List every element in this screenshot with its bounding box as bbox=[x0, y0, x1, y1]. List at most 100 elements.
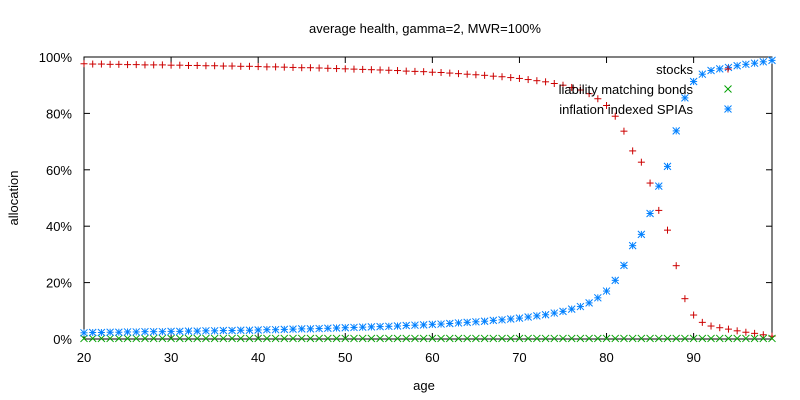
x-tick-label: 30 bbox=[164, 350, 178, 365]
data-point bbox=[733, 327, 741, 335]
data-point bbox=[576, 302, 585, 311]
data-point bbox=[385, 66, 393, 74]
data-point bbox=[498, 315, 506, 324]
data-point bbox=[742, 328, 750, 336]
data-point bbox=[80, 60, 88, 68]
data-point bbox=[567, 334, 576, 343]
data-point bbox=[750, 59, 759, 68]
data-point bbox=[141, 61, 149, 69]
data-point bbox=[376, 334, 384, 343]
data-point bbox=[219, 334, 228, 343]
data-point bbox=[306, 64, 314, 72]
data-point bbox=[751, 329, 759, 337]
data-point bbox=[480, 317, 489, 326]
data-point bbox=[541, 334, 550, 343]
legend-marker bbox=[724, 85, 732, 93]
y-tick-label: 60% bbox=[46, 163, 72, 178]
data-point bbox=[620, 261, 628, 270]
data-point bbox=[524, 313, 533, 321]
data-point bbox=[202, 62, 210, 70]
data-point bbox=[567, 305, 576, 313]
data-point bbox=[97, 334, 106, 343]
data-point bbox=[724, 325, 732, 333]
data-point bbox=[297, 334, 306, 343]
legend-label: inflation indexed SPIAs bbox=[559, 102, 693, 117]
data-point bbox=[315, 334, 323, 343]
data-point bbox=[454, 334, 463, 343]
data-point bbox=[175, 327, 184, 336]
data-point bbox=[637, 230, 646, 239]
data-point bbox=[446, 69, 454, 77]
data-point bbox=[332, 334, 341, 343]
data-point bbox=[733, 61, 742, 70]
data-point bbox=[245, 62, 253, 70]
data-point bbox=[210, 326, 219, 335]
data-point bbox=[280, 334, 289, 343]
data-point bbox=[724, 334, 733, 343]
data-point bbox=[515, 314, 524, 322]
data-point bbox=[428, 334, 437, 343]
data-point bbox=[602, 287, 611, 295]
data-point bbox=[637, 334, 646, 343]
x-tick-label: 40 bbox=[251, 350, 265, 365]
data-point bbox=[481, 71, 489, 79]
data-point bbox=[341, 323, 350, 332]
data-point bbox=[550, 334, 559, 343]
data-point bbox=[480, 334, 489, 343]
data-point bbox=[524, 334, 533, 343]
data-point bbox=[123, 328, 132, 336]
data-point bbox=[350, 65, 358, 73]
data-point bbox=[672, 334, 681, 343]
data-point bbox=[402, 67, 410, 75]
data-point bbox=[733, 334, 742, 343]
data-point bbox=[585, 299, 593, 307]
data-point bbox=[550, 309, 559, 317]
series-1 bbox=[80, 334, 776, 343]
data-point bbox=[594, 95, 602, 103]
data-point bbox=[646, 334, 654, 343]
data-point bbox=[663, 226, 671, 234]
x-axis: 20 30 40 50 60 70 80 90 bbox=[77, 57, 701, 365]
data-point bbox=[472, 334, 480, 343]
data-point bbox=[280, 63, 288, 71]
data-point bbox=[472, 317, 480, 326]
data-point bbox=[437, 69, 445, 77]
data-point bbox=[463, 334, 472, 343]
data-point bbox=[185, 61, 193, 69]
data-point bbox=[263, 325, 271, 334]
data-point bbox=[768, 334, 776, 343]
data-point bbox=[254, 326, 263, 334]
data-point bbox=[167, 61, 175, 69]
data-point bbox=[280, 325, 289, 334]
data-point bbox=[324, 64, 332, 72]
data-point bbox=[646, 179, 654, 187]
data-point bbox=[489, 72, 497, 80]
data-point bbox=[533, 334, 541, 343]
data-point bbox=[593, 293, 602, 302]
data-point bbox=[245, 334, 254, 343]
data-point bbox=[515, 334, 524, 343]
data-point bbox=[289, 63, 297, 71]
data-point bbox=[437, 334, 445, 343]
data-point bbox=[689, 334, 698, 343]
data-point bbox=[628, 241, 637, 250]
data-point bbox=[533, 312, 541, 320]
x-axis-label: age bbox=[413, 378, 435, 393]
data-point bbox=[323, 324, 332, 333]
series-2 bbox=[80, 56, 776, 337]
y-tick-label: 80% bbox=[46, 106, 72, 121]
data-point bbox=[384, 334, 393, 343]
data-point bbox=[628, 334, 637, 343]
data-point bbox=[419, 321, 428, 329]
data-point bbox=[559, 307, 567, 316]
data-point bbox=[742, 60, 750, 69]
data-point bbox=[428, 320, 437, 329]
data-point bbox=[611, 276, 620, 285]
data-point bbox=[411, 67, 419, 75]
data-point bbox=[489, 334, 498, 343]
data-point bbox=[158, 61, 166, 69]
data-point bbox=[341, 334, 350, 343]
data-point bbox=[384, 322, 393, 331]
data-point bbox=[472, 71, 480, 79]
data-point bbox=[620, 334, 628, 343]
